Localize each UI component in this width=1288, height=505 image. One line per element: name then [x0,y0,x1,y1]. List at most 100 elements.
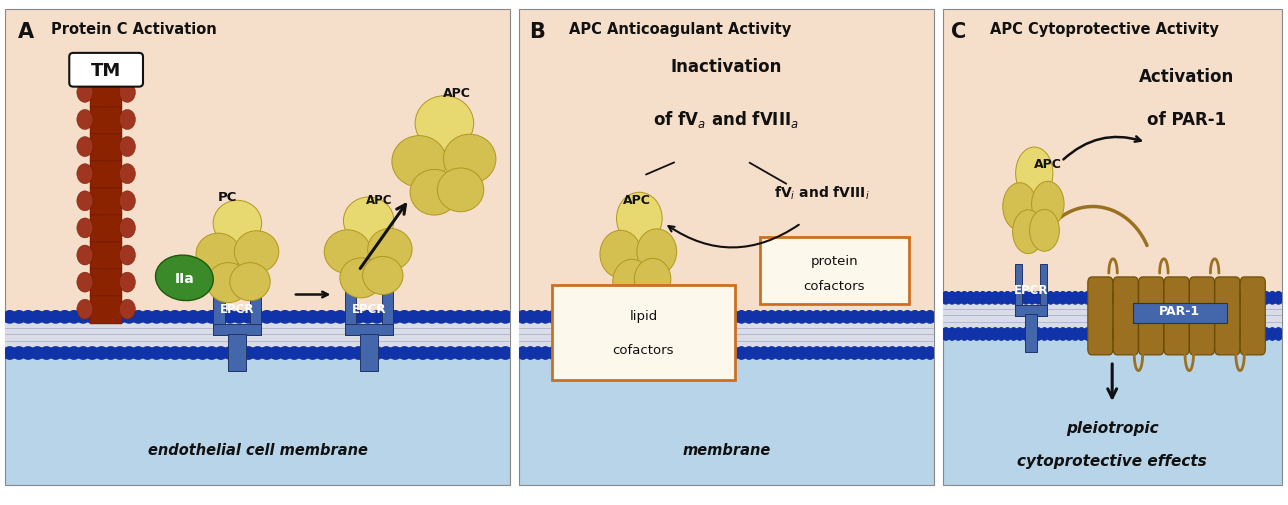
Circle shape [1181,292,1190,305]
Circle shape [49,347,62,360]
Circle shape [676,311,687,323]
Ellipse shape [120,165,135,184]
Text: Activation: Activation [1139,68,1234,85]
Circle shape [902,311,913,323]
Circle shape [471,311,484,323]
Text: of fV$_a$ and fVIII$_a$: of fV$_a$ and fVIII$_a$ [653,109,800,130]
Circle shape [131,311,144,323]
Bar [345,325,393,335]
Circle shape [578,311,589,323]
Circle shape [578,347,589,360]
Circle shape [743,347,755,360]
Circle shape [849,311,860,323]
Circle shape [600,347,612,360]
Circle shape [645,311,657,323]
Circle shape [1267,292,1276,305]
Circle shape [827,347,837,360]
Circle shape [58,311,71,323]
Circle shape [835,311,845,323]
Ellipse shape [77,219,93,238]
Circle shape [766,311,777,323]
Circle shape [1114,292,1123,305]
Circle shape [113,311,126,323]
FancyBboxPatch shape [1132,304,1227,323]
Circle shape [1016,148,1052,200]
Circle shape [804,347,815,360]
Circle shape [380,311,393,323]
Circle shape [325,311,337,323]
FancyBboxPatch shape [1139,277,1163,355]
Circle shape [804,311,815,323]
Circle shape [1021,328,1030,340]
Circle shape [1188,292,1197,305]
Circle shape [1090,328,1099,340]
Circle shape [178,311,191,323]
Circle shape [205,311,218,323]
Circle shape [811,347,822,360]
Text: fV$_i$ and fVIII$_i$: fV$_i$ and fVIII$_i$ [774,184,869,201]
Circle shape [1176,292,1185,305]
Circle shape [774,347,784,360]
Circle shape [480,347,493,360]
Circle shape [668,311,679,323]
Circle shape [555,311,565,323]
Circle shape [471,347,484,360]
Circle shape [361,347,375,360]
Bar [1015,306,1047,316]
Circle shape [729,347,739,360]
Circle shape [1010,328,1018,340]
Circle shape [1132,292,1141,305]
Circle shape [196,347,209,360]
Text: membrane: membrane [683,442,770,457]
Text: EPCR: EPCR [352,302,386,316]
Bar [90,270,122,297]
Circle shape [613,260,650,304]
Circle shape [214,201,261,246]
Circle shape [415,96,474,152]
Circle shape [592,311,604,323]
Circle shape [1267,328,1276,340]
Ellipse shape [156,256,214,301]
Circle shape [416,347,429,360]
Circle shape [1015,292,1024,305]
FancyBboxPatch shape [70,54,143,87]
Bar [943,333,1282,485]
Circle shape [972,292,981,305]
Text: cofactors: cofactors [613,343,674,357]
Circle shape [600,311,612,323]
Bar [519,352,934,485]
Circle shape [721,311,732,323]
Circle shape [1163,292,1172,305]
Circle shape [1212,292,1221,305]
Circle shape [3,347,17,360]
Circle shape [316,311,328,323]
Text: IIa: IIa [174,271,194,285]
Circle shape [872,347,882,360]
Circle shape [371,347,384,360]
Circle shape [782,311,792,323]
Circle shape [380,347,393,360]
Circle shape [617,193,662,245]
Circle shape [340,259,383,298]
Circle shape [392,136,447,188]
Circle shape [690,311,702,323]
Text: A: A [18,22,33,42]
Ellipse shape [77,273,93,292]
Circle shape [95,311,108,323]
Circle shape [205,347,218,360]
Bar [214,283,224,335]
Circle shape [887,311,898,323]
Circle shape [638,347,649,360]
Circle shape [1012,211,1043,254]
Circle shape [1176,328,1185,340]
Circle shape [737,311,747,323]
Circle shape [86,311,99,323]
Circle shape [334,311,346,323]
Circle shape [1151,292,1159,305]
Circle shape [1194,328,1203,340]
Circle shape [214,311,228,323]
Circle shape [1139,292,1148,305]
Circle shape [894,311,905,323]
Circle shape [13,311,26,323]
Text: APC: APC [443,87,471,99]
